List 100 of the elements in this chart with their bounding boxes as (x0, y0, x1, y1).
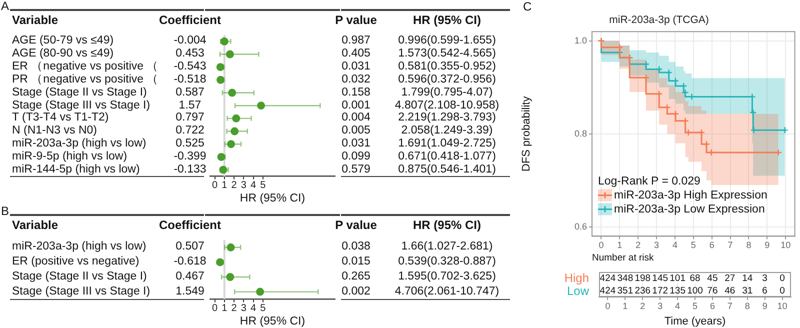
y-tick-label: PR （negative vs positive （ (12, 73, 159, 86)
x-tick-label: 10 (780, 240, 791, 250)
x-tick-label: 0 (212, 180, 218, 191)
data-label: 68 (690, 272, 700, 284)
data-label: 3 (762, 272, 768, 284)
text: P value (335, 218, 377, 232)
legend-title: Log-Rank P = 0.029 (598, 175, 700, 188)
text: -0.133 (174, 163, 206, 176)
x-tick-label: 5 (260, 302, 266, 314)
y-tick-label: miR-144-5p (high vs low) (12, 163, 140, 176)
x-tick-label: 6 (709, 240, 714, 250)
data-label: 2.058(1.249-3.39) (401, 124, 493, 138)
y-tick-label: ER (positive vs negative) (12, 255, 140, 268)
data-label: 1.66(1.027-2.681) (401, 240, 493, 254)
y-tick-label: T (T3-T4 vs T1-T2) (12, 112, 109, 124)
y-tick-label: High (564, 271, 589, 286)
data-label: 236 (634, 285, 651, 296)
data-label: 0.996(0.599-1.655) (398, 34, 496, 48)
x-axis-title: Time (years) (664, 315, 726, 328)
y-tick-label: ER （negative vs positive （ (12, 60, 159, 73)
x-tick-label: 4 (672, 240, 678, 250)
text: 0.722 (176, 124, 204, 138)
text: 0.001 (342, 98, 370, 112)
y-tick-label: Stage (Stage III vs Stage I) (12, 98, 150, 112)
text: 0.038 (342, 240, 370, 254)
x-axis-title: HR (95% CI) (240, 192, 306, 204)
x-tick-label: 7 (727, 300, 732, 311)
text: 0.031 (342, 60, 370, 73)
y-tick-label: Stage (Stage III vs Stage I) (12, 285, 150, 298)
x-tick-label: 8 (744, 300, 750, 311)
text: 0.031 (342, 137, 370, 150)
data-label: 76 (707, 285, 718, 296)
text: 1.549 (176, 285, 204, 298)
text: A (1, 0, 10, 13)
x-axis-title: HR (95% CI) (240, 315, 306, 328)
data-label: 27 (724, 272, 736, 284)
data-label: 0.581(0.355-0.952) (398, 60, 496, 73)
data-label: 348 (617, 272, 634, 284)
x-tick-label: 1 (622, 300, 628, 311)
text: 0.004 (342, 112, 370, 124)
y-tick-label: miR-9-5p (high vs low) (12, 150, 128, 163)
text: Variable (12, 218, 58, 232)
data-label: 0 (780, 272, 785, 284)
x-tick-label: 2 (231, 180, 238, 191)
data-label: 0.539(0.328-0.887) (398, 255, 496, 268)
data-label: 1.595(0.702-3.625) (398, 270, 496, 283)
y-tick-label: Stage (Stage II vs Stage I) (12, 270, 147, 283)
data-label: 6 (762, 285, 768, 296)
data-label: 198 (634, 272, 651, 284)
x-tick-label: 5 (692, 300, 698, 311)
y-tick-label: N (N1-N3 vs N0) (12, 124, 97, 138)
text: Variable (12, 13, 58, 27)
x-tick-label: 1 (617, 240, 622, 250)
data-label: 145 (652, 272, 668, 284)
x-tick-label: 9 (762, 300, 768, 311)
y-axis-title: DFS probability (520, 96, 533, 172)
data-label: 0.671(0.418-1.077) (398, 150, 496, 163)
legend-label: miR-203a-3p Low Expression (614, 203, 765, 216)
x-tick-label: 0 (598, 240, 604, 250)
text: 0.015 (342, 255, 370, 268)
text: 0.579 (342, 163, 370, 176)
data-label: 424 (600, 272, 616, 284)
data-label: 0 (780, 285, 785, 296)
data-label: 1.691(1.049-2.725) (398, 137, 496, 150)
text: 0.032 (342, 73, 370, 86)
x-tick-label: 3 (658, 300, 663, 311)
text: 0.467 (176, 270, 204, 283)
x-tick-label: 3 (654, 240, 660, 250)
text: 0.265 (342, 270, 370, 283)
text: Coefficient (158, 13, 222, 27)
x-tick-label: 2 (231, 302, 238, 314)
text: Coefficient (158, 218, 222, 232)
text: 0.525 (176, 137, 204, 150)
y-tick-label: 1.0 (574, 35, 587, 46)
data-label: 14 (742, 272, 753, 284)
x-tick-label: 9 (764, 240, 770, 250)
x-tick-label: 4 (250, 180, 256, 191)
y-tick-label: 0.8 (574, 128, 587, 138)
data-label: 4.807(2.108-10.958) (394, 98, 500, 112)
data-label: 172 (652, 285, 668, 296)
text: 1.57 (178, 98, 202, 112)
data-label: 46 (724, 285, 736, 296)
text: -0.518 (174, 73, 206, 86)
x-tick-label: 5 (260, 180, 266, 191)
x-tick-label: 3 (240, 302, 247, 314)
text: 0.005 (342, 124, 370, 138)
text: 0.158 (342, 86, 370, 98)
chart-title: Number at risk (592, 252, 654, 264)
data-label: 45 (707, 272, 718, 284)
x-tick-label: 4 (675, 300, 680, 311)
x-tick-label: 10 (777, 300, 788, 311)
text: -0.004 (174, 34, 206, 48)
text: HR (95% CI) (412, 13, 482, 27)
data-label: 101 (670, 272, 686, 284)
x-tick-label: 1 (222, 180, 228, 191)
data-label: 100 (687, 285, 703, 296)
data-label: 0.596(0.372-0.956) (398, 73, 496, 86)
data-label: 1.799(0.795-4.07) (401, 86, 493, 98)
data-label: 351 (617, 285, 634, 296)
text: 0.002 (342, 285, 370, 298)
